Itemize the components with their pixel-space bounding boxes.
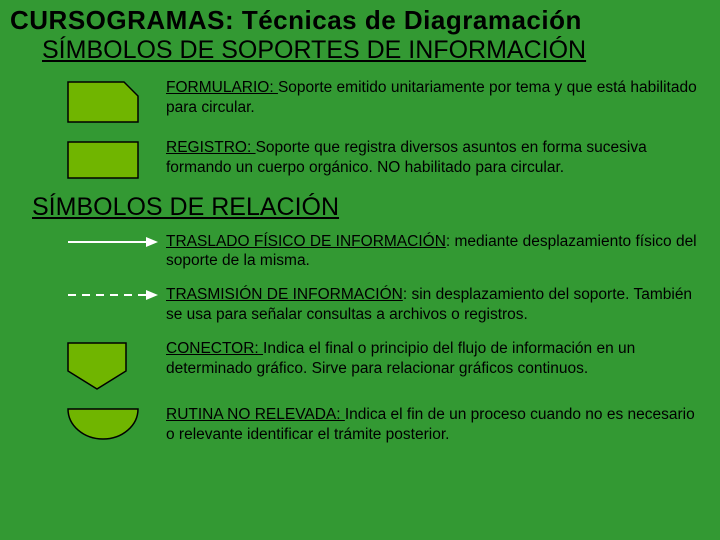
row-conector: CONECTOR: Indica el final o principio de… (10, 339, 710, 391)
pentagon-down-icon (66, 341, 128, 391)
term-registro: REGISTRO: (166, 139, 256, 156)
section-title-relacion: SÍMBOLOS DE RELACIÓN (32, 194, 710, 222)
sep-traslado: : (446, 233, 455, 250)
term-formulario: FORMULARIO: (166, 79, 278, 96)
desc-rutina: RUTINA NO RELEVADA: Indica el fin de un … (166, 405, 710, 445)
symbol-rutina (66, 405, 166, 441)
row-trasmision: TRASMISIÓN DE INFORMACIÓN: sin desplazam… (10, 285, 710, 325)
symbol-registro (66, 138, 166, 180)
half-ellipse-icon (66, 407, 140, 441)
row-formulario: FORMULARIO: Soporte emitido unitariament… (10, 78, 710, 124)
section-title-soportes: SÍMBOLOS DE SOPORTES DE INFORMACIÓN (42, 37, 710, 65)
symbol-trasmision (66, 285, 166, 303)
desc-conector: CONECTOR: Indica el final o principio de… (166, 339, 710, 379)
page-title: CURSOGRAMAS: Técnicas de Diagramación (10, 6, 710, 35)
arrow-dashed-icon (66, 287, 160, 303)
term-traslado: TRASLADO FÍSICO DE INFORMACIÓN (166, 233, 446, 250)
arrow-solid-icon (66, 234, 160, 250)
desc-formulario: FORMULARIO: Soporte emitido unitariament… (166, 78, 710, 118)
term-trasmision: TRASMISIÓN DE INFORMACIÓN (166, 286, 403, 303)
rect-icon (66, 140, 140, 180)
term-conector: CONECTOR: (166, 340, 263, 357)
desc-traslado: TRASLADO FÍSICO DE INFORMACIÓN: mediante… (166, 232, 710, 272)
desc-registro: REGISTRO: Soporte que registra diversos … (166, 138, 710, 178)
row-traslado: TRASLADO FÍSICO DE INFORMACIÓN: mediante… (10, 232, 710, 272)
term-rutina: RUTINA NO RELEVADA: (166, 406, 345, 423)
symbol-traslado (66, 232, 166, 250)
row-rutina: RUTINA NO RELEVADA: Indica el fin de un … (10, 405, 710, 445)
symbol-conector (66, 339, 166, 391)
desc-trasmision: TRASMISIÓN DE INFORMACIÓN: sin desplazam… (166, 285, 710, 325)
row-registro: REGISTRO: Soporte que registra diversos … (10, 138, 710, 180)
cutcorner-rect-icon (66, 80, 140, 124)
symbol-formulario (66, 78, 166, 124)
